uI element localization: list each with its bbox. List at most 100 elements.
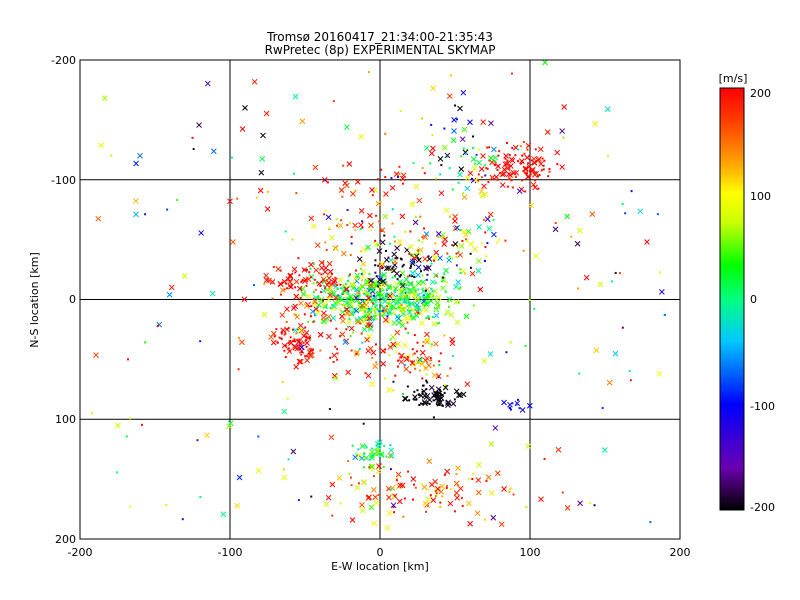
data-point-dot (386, 315, 389, 318)
data-point-dot (376, 285, 379, 288)
data-point-cross (382, 213, 389, 220)
data-point-dot (469, 266, 472, 269)
data-point-cross (281, 278, 288, 285)
y-axis: 200 100 0 -100 -200 N-S location [km] (28, 54, 76, 546)
data-point-cross (593, 347, 600, 354)
data-point-cross (366, 333, 373, 340)
data-point-dot (364, 372, 367, 375)
data-point-cross (644, 239, 650, 245)
data-point-cross (401, 286, 408, 293)
data-point-dot (361, 341, 364, 344)
data-point-dot (439, 501, 442, 504)
data-point-dot (421, 303, 424, 306)
data-point-cross (478, 166, 485, 172)
data-point-cross (305, 293, 312, 300)
data-point-cross (415, 264, 422, 271)
data-point-dot (272, 265, 275, 268)
data-point-cross (399, 213, 406, 220)
data-point-cross (303, 303, 310, 309)
data-point-cross (394, 298, 401, 305)
data-point-cross (475, 477, 482, 483)
data-point-dot (287, 342, 290, 345)
data-point-dot (396, 256, 399, 259)
data-point-cross (438, 190, 445, 197)
data-point-cross (409, 270, 416, 276)
data-point-cross (411, 255, 418, 262)
data-point-dot (289, 274, 292, 277)
data-point-cross (220, 511, 227, 518)
data-point-dot (376, 308, 379, 311)
data-point-cross (369, 463, 375, 470)
data-point-cross (309, 352, 315, 359)
data-point-cross (432, 478, 438, 485)
data-point-dot (321, 261, 324, 264)
data-point-dot (422, 341, 425, 344)
data-point-cross (296, 358, 303, 365)
data-point-dot (290, 283, 293, 286)
data-point-dot (144, 341, 147, 344)
data-point-cross (361, 246, 368, 253)
data-point-cross (432, 340, 439, 347)
data-point-cross (422, 234, 429, 240)
data-point-dot (393, 511, 396, 514)
data-point-dot (434, 281, 437, 284)
data-point-dot (357, 448, 360, 451)
data-point-dot (342, 291, 345, 294)
data-point-dot (398, 352, 401, 355)
data-point-cross (410, 476, 417, 482)
data-point-dot (439, 173, 442, 176)
data-point-cross (350, 285, 357, 291)
data-point-dot (361, 279, 364, 282)
data-point-dot (306, 304, 309, 307)
data-point-cross (395, 341, 401, 347)
data-point-cross (445, 400, 451, 407)
data-point-dot (514, 154, 517, 157)
data-point-dot (543, 159, 546, 162)
data-point-dot (389, 242, 392, 245)
data-point-cross (269, 279, 276, 285)
data-point-cross (313, 306, 320, 312)
data-point-cross (257, 187, 264, 194)
data-point-dot (311, 349, 314, 352)
data-point-dot (462, 147, 465, 150)
data-point-dot (349, 476, 352, 479)
data-point-dot (479, 288, 482, 291)
data-point-dot (362, 292, 365, 295)
data-point-dot (285, 321, 288, 324)
data-point-dot (453, 398, 456, 401)
data-point-cross (288, 283, 294, 290)
data-point-dot (375, 275, 378, 278)
data-point-cross (329, 481, 336, 488)
data-point-cross (412, 219, 419, 226)
data-point-cross (354, 319, 361, 325)
data-point-dot (523, 170, 526, 173)
data-point-dot (368, 299, 371, 302)
data-point-dot (431, 316, 434, 319)
plot-area (79, 59, 681, 540)
data-point-dot (426, 402, 429, 405)
data-point-dot (398, 165, 401, 168)
data-point-dot (472, 304, 475, 307)
data-point-dot (471, 478, 474, 481)
data-point-dot (336, 284, 339, 287)
data-point-cross (481, 183, 487, 190)
data-point-cross (325, 296, 332, 303)
data-point-cross (416, 257, 422, 263)
data-point-dot (361, 226, 364, 229)
data-point-dot (425, 373, 428, 376)
data-point-cross (298, 327, 305, 334)
data-point-cross (441, 144, 448, 151)
data-point-cross (412, 291, 419, 298)
data-point-dot (312, 263, 315, 266)
data-point-cross (455, 465, 461, 472)
data-point-dot (459, 271, 462, 274)
data-point-cross (292, 327, 299, 334)
data-point-cross (452, 241, 459, 247)
data-point-dot (346, 224, 349, 227)
data-point-dot (417, 311, 420, 314)
data-point-cross (470, 177, 477, 184)
data-point-dot (434, 297, 437, 300)
data-point-dot (432, 399, 435, 402)
data-point-dot (125, 435, 128, 438)
data-point-dot (435, 177, 438, 180)
